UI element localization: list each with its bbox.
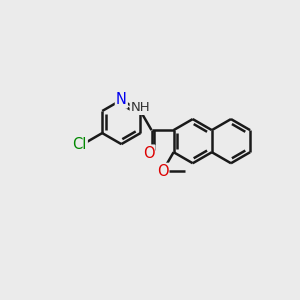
Text: N: N (116, 92, 127, 107)
Text: NH: NH (131, 101, 150, 114)
Text: O: O (143, 146, 154, 160)
Text: O: O (157, 164, 168, 179)
Text: Cl: Cl (72, 136, 87, 152)
